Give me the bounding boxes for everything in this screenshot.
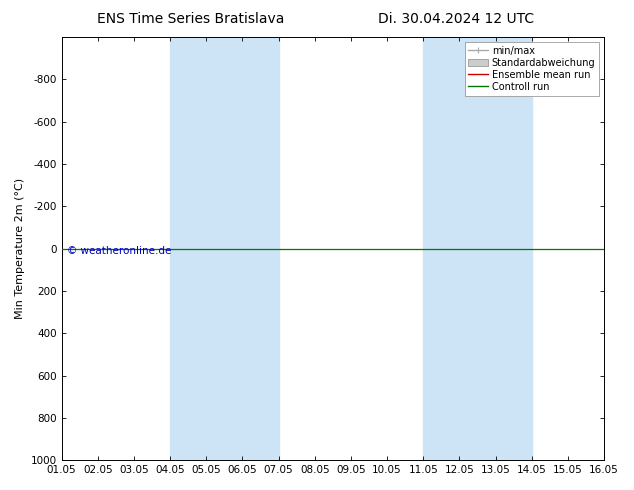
Legend: min/max, Standardabweichung, Ensemble mean run, Controll run: min/max, Standardabweichung, Ensemble me… [465, 42, 599, 96]
Y-axis label: Min Temperature 2m (°C): Min Temperature 2m (°C) [15, 178, 25, 319]
Text: ENS Time Series Bratislava: ENS Time Series Bratislava [96, 12, 284, 26]
Bar [170, 37, 278, 460]
Bar [424, 37, 532, 460]
Text: Di. 30.04.2024 12 UTC: Di. 30.04.2024 12 UTC [378, 12, 534, 26]
Text: © weatheronline.de: © weatheronline.de [67, 246, 171, 256]
